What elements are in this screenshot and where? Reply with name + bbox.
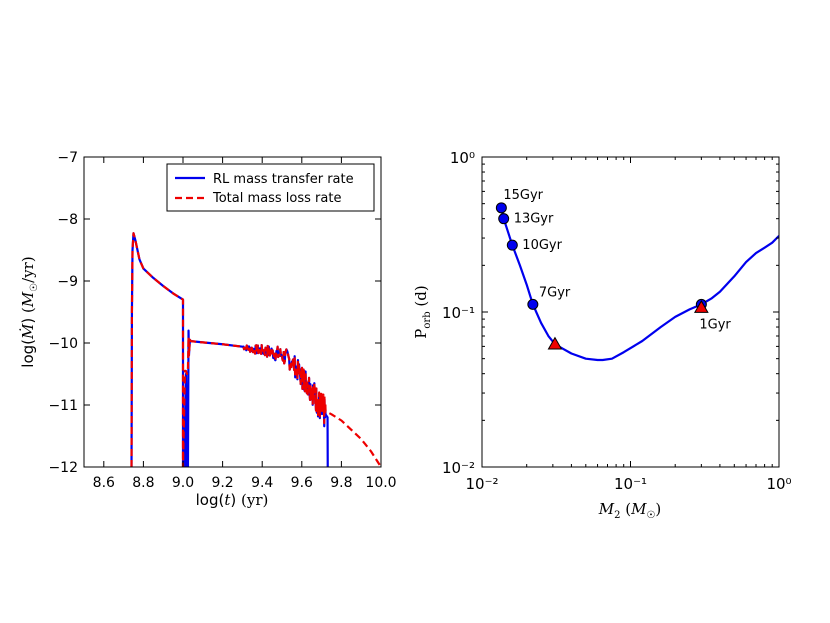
- right-y-tick-label: 10⁻²: [442, 459, 475, 477]
- marker-label: 13Gyr: [514, 212, 554, 227]
- marker-label: 7Gyr: [539, 285, 571, 300]
- left-chart: 8.6 8.8 9.0 9.2 9.4 9.6 9.8 10.0 −12−11−10−9−8−…: [19, 150, 397, 509]
- series-line-total-mass-loss: [130, 232, 381, 467]
- left-x-tick-label: 9.6: [291, 475, 313, 491]
- left-x-axis-label: log(t) (yr): [196, 491, 269, 509]
- marker-circle: [506, 239, 518, 251]
- marker-circle: [495, 202, 507, 214]
- left-y-tick-label: −9: [57, 274, 78, 290]
- marker-circle: [498, 213, 510, 225]
- right-y-tick-label: 10⁰: [450, 149, 475, 167]
- left-y-tick-label: −7: [57, 150, 78, 166]
- left-y-tick-label: −11: [48, 398, 78, 414]
- left-y-tick-label: −10: [48, 336, 78, 352]
- legend-frame: [166, 163, 375, 212]
- right-axis-ticks: 10⁻²10⁻² 10⁻¹ 10⁻¹ 10⁰ 10⁰: [442, 149, 792, 493]
- right-markers: 15Gyr 13Gyr 10Gyr 7Gyr 1Gyr: [495, 188, 731, 350]
- right-chart: 10⁻²10⁻² 10⁻¹ 10⁻¹ 10⁰ 10⁰ 15Gyr 13Gyr 10Gyr 7G…: [412, 149, 792, 521]
- marker-circle: [527, 298, 539, 310]
- left-x-tick-label: 8.6: [93, 475, 115, 491]
- right-x-tick-label: 10⁰: [766, 475, 791, 493]
- left-y-axis-label: log(Ṁ) (M☉/yr): [19, 256, 40, 367]
- series-line-orbital-period: [500, 207, 779, 362]
- right-y-tick-label: 10⁻¹: [442, 304, 475, 322]
- right-x-tick-label: 10⁻²: [465, 475, 498, 493]
- marker-label: 10Gyr: [522, 238, 562, 253]
- right-x-tick-label: 10⁻¹: [614, 475, 647, 493]
- left-x-tick-label: 9.2: [211, 475, 233, 491]
- left-x-ticks: 8.6 8.8 9.0 9.2 9.4 9.6 9.8 10.0: [93, 157, 397, 491]
- marker-label: 15Gyr: [503, 188, 543, 203]
- right-x-axis-label: M2 (M☉): [598, 500, 662, 521]
- left-y-tick-label: −8: [57, 212, 78, 228]
- left-x-tick-label: 9.8: [330, 475, 352, 491]
- left-y-ticks: −12 −11 −10 −9 −8 −7: [48, 150, 381, 476]
- right-series-group: [500, 207, 779, 362]
- left-y-tick-label: −12: [48, 460, 78, 476]
- left-plot-frame: [83, 156, 382, 468]
- marker-triangle: [693, 299, 709, 313]
- legend: RL mass transfer rate Total mass loss ra…: [166, 163, 375, 212]
- left-x-tick-label: 9.0: [172, 475, 194, 491]
- series-line-rl-mass-transfer: [130, 232, 329, 467]
- left-series-group: [130, 232, 381, 467]
- right-plot-frame: [481, 156, 780, 468]
- legend-label-total: Total mass loss rate: [212, 191, 341, 206]
- marker-triangle: [547, 336, 563, 350]
- left-x-tick-label: 10.0: [365, 475, 396, 491]
- legend-label-rl: RL mass transfer rate: [213, 172, 354, 187]
- left-x-tick-label: 8.8: [132, 475, 154, 491]
- marker-label: 1Gyr: [699, 317, 731, 332]
- right-y-axis-label: Porb (d): [412, 285, 433, 338]
- left-x-tick-label: 9.4: [251, 475, 273, 491]
